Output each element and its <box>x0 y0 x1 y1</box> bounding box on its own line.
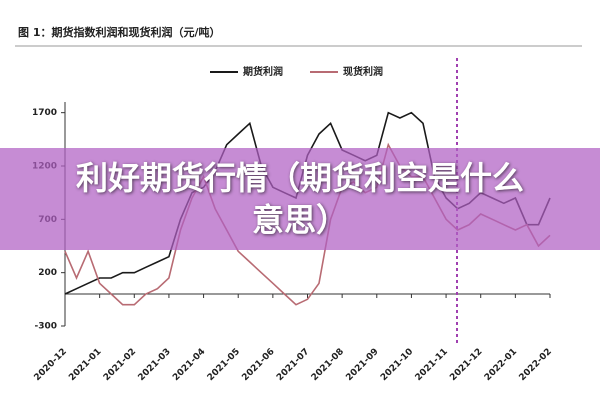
x-tick-label: 2020-12 <box>33 347 69 383</box>
x-tick-label: 2021-12 <box>448 347 484 383</box>
chart-title: 图 1：期货指数利润和现货利润（元/吨） <box>18 25 221 39</box>
x-tick-label: 2021-05 <box>206 347 242 383</box>
x-tick-label: 2022-02 <box>518 347 554 383</box>
x-tick-label: 2021-01 <box>67 347 103 383</box>
banner-text: 利好期货行情（期货利空是什么意思） <box>75 159 524 239</box>
legend-label: 期货利润 <box>243 65 283 78</box>
x-tick-label: 2021-07 <box>275 347 311 383</box>
x-tick-label: 2022-01 <box>483 347 519 383</box>
x-tick-label: 2021-11 <box>414 347 450 383</box>
x-tick-label: 2021-03 <box>137 347 173 383</box>
x-tick-label: 2021-04 <box>171 347 207 383</box>
y-tick-label: 1700 <box>32 108 57 118</box>
x-tick-label: 2021-10 <box>379 347 415 383</box>
legend-label: 现货利润 <box>343 65 383 78</box>
banner: 利好期货行情（期货利空是什么意思） <box>0 148 600 250</box>
y-tick-label: -300 <box>34 322 57 332</box>
x-tick-label: 2021-06 <box>240 347 276 383</box>
x-tick-label: 2021-08 <box>310 347 346 383</box>
x-tick-label: 2021-02 <box>102 347 138 383</box>
y-tick-label: 200 <box>38 268 57 278</box>
x-tick-label: 2021-09 <box>344 347 380 383</box>
